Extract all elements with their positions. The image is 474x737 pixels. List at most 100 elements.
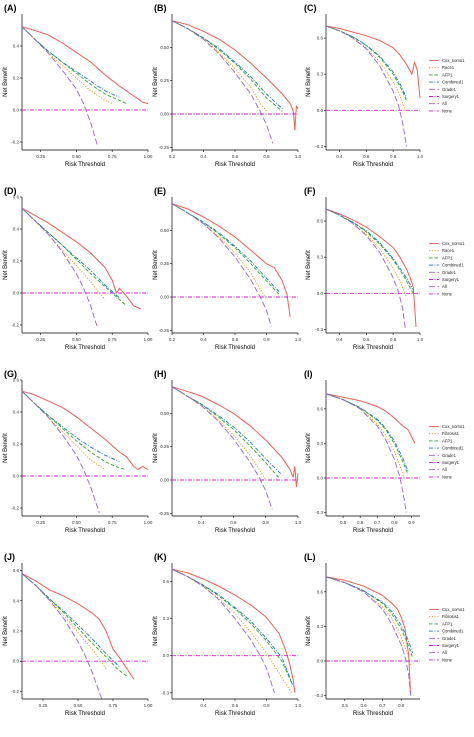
panel-label: (K) xyxy=(154,552,167,562)
series-line xyxy=(325,393,406,481)
x-tick-label: 0.4 xyxy=(200,703,207,708)
y-tick-label: -0.3 xyxy=(315,144,323,149)
y-tick-label: 0.6 xyxy=(13,195,20,200)
x-tick-label: 0.6 xyxy=(232,154,239,159)
y-axis-label: Net Benefit xyxy=(153,67,159,97)
legend-label: AFP1 xyxy=(442,255,453,260)
x-tick-label: 0.2 xyxy=(169,337,176,342)
x-tick-label: 0.50 xyxy=(74,703,83,708)
legend-label: None xyxy=(442,291,453,296)
panel-i: (I) 0.5 0.6 0.7 0.8 0.9 -0.3 0.0 0.3 0.6 Risk Thre… xyxy=(304,369,465,534)
series-line xyxy=(325,208,417,328)
y-tick-label: 0.0 xyxy=(13,108,20,113)
y-axis-label: Net Benefit xyxy=(3,616,9,646)
x-axis-label: Risk Threshold xyxy=(353,345,393,351)
x-tick-label: 1.00 xyxy=(144,703,153,708)
x-tick-label: 0.4 xyxy=(198,520,205,525)
series-line xyxy=(325,393,416,444)
x-tick-label: 0.7 xyxy=(374,520,381,525)
y-tick-label: 0.4 xyxy=(13,410,20,415)
x-tick-label: 0.4 xyxy=(336,154,343,159)
legend-label: Grade1 xyxy=(442,270,457,275)
y-tick-label: 0.00 xyxy=(160,295,169,300)
y-tick-label: 0.2 xyxy=(13,76,20,81)
x-tick-label: 0.25 xyxy=(36,154,45,159)
series-line xyxy=(21,573,135,680)
legend-label: AFP1 xyxy=(442,621,453,626)
x-axis-label: Risk Threshold xyxy=(215,345,255,351)
series-line xyxy=(21,26,113,105)
x-axis-label: Risk Threshold xyxy=(65,162,105,168)
panel-d: (D) 0.25 0.50 0.75 1.00 -0.2 0.0 0.2 0.4 0.6 Risk … xyxy=(3,186,153,351)
x-axis-label: Risk Threshold xyxy=(353,528,393,534)
y-tick-label: 0.0 xyxy=(317,475,324,480)
series-line xyxy=(171,20,299,131)
x-tick-label: 1.0 xyxy=(295,703,302,708)
y-tick-label: -0.25 xyxy=(159,145,170,150)
series-line xyxy=(21,207,120,299)
legend-label: All xyxy=(442,101,447,106)
series-line xyxy=(21,390,100,513)
y-tick-label: 0.3 xyxy=(317,72,324,77)
y-tick-label: 0.4 xyxy=(13,598,20,603)
y-tick-label: 0.0 xyxy=(13,291,20,296)
y-axis-label: Net Benefit xyxy=(306,433,312,463)
y-tick-label: 0.6 xyxy=(317,589,324,594)
x-tick-label: 0.8 xyxy=(263,154,270,159)
x-tick-label: 0.4 xyxy=(200,154,207,159)
series-line xyxy=(21,573,103,700)
series-line xyxy=(325,576,412,696)
legend-label: Grade1 xyxy=(442,636,457,641)
panel-f: (F) 0.4 0.6 0.8 1.0 -0.3 0.0 0.3 0.6 Risk Thresho… xyxy=(304,186,465,351)
legend-label: None xyxy=(442,108,453,113)
y-tick-label: 0.2 xyxy=(13,629,20,634)
y-axis-label: Net Benefit xyxy=(3,250,9,280)
panel-label: (I) xyxy=(304,369,313,379)
series-line xyxy=(325,208,408,298)
x-tick-label: 0.25 xyxy=(36,520,45,525)
legend-label: Cox_nomo1 xyxy=(442,424,465,429)
series-line xyxy=(21,26,127,105)
y-axis-label: Net Benefit xyxy=(153,250,159,280)
series-line xyxy=(171,20,283,112)
legend-label: Combined1 xyxy=(442,629,464,634)
series-line xyxy=(171,568,294,687)
y-tick-label: 0.3 xyxy=(317,255,324,260)
series-line xyxy=(171,568,293,694)
x-tick-label: 0.7 xyxy=(379,703,386,708)
y-tick-label: 0.0 xyxy=(163,653,170,658)
x-tick-label: 0.8 xyxy=(391,520,398,525)
y-tick-label: -0.3 xyxy=(315,327,323,332)
x-tick-label: 0.50 xyxy=(72,337,81,342)
panel-j: (J) 0.25 0.50 0.75 1.00 -0.2 0.0 0.2 0.4 0.6 Risk … xyxy=(3,552,153,717)
panel-label: (B) xyxy=(154,3,167,13)
panel-a: (A) 0.25 0.50 0.75 1.00 -0.2 0.0 0.2 0.4 Risk Thr… xyxy=(3,3,153,168)
x-tick-label: 0.50 xyxy=(72,520,81,525)
x-axis-label: Risk Threshold xyxy=(215,528,255,534)
series-line xyxy=(325,25,408,147)
legend-label: Grade1 xyxy=(442,87,457,92)
series-line xyxy=(325,25,408,101)
y-tick-label: 0.6 xyxy=(317,406,324,411)
x-tick-label: 0.6 xyxy=(232,703,239,708)
y-tick-label: -0.2 xyxy=(11,506,19,511)
x-tick-label: 1.00 xyxy=(144,520,153,525)
y-tick-label: 0.4 xyxy=(13,227,20,232)
series-line xyxy=(171,20,283,110)
panel-l: (L) 0.5 0.6 0.7 0.8 -0.3 0.0 0.3 0.6 Risk Thresho… xyxy=(304,552,465,717)
panel-label: (C) xyxy=(304,3,317,13)
panel-label: (G) xyxy=(4,369,17,379)
x-tick-label: 0.25 xyxy=(39,703,48,708)
series-line xyxy=(325,576,412,666)
legend-label: Grade1 xyxy=(442,453,457,458)
x-tick-label: 1.00 xyxy=(144,154,153,159)
legend-label: Race1 xyxy=(442,248,455,253)
x-tick-label: 0.6 xyxy=(363,337,370,342)
legend-label: All xyxy=(442,467,447,472)
panel-label: (F) xyxy=(304,186,316,196)
x-tick-label: 0.4 xyxy=(200,337,207,342)
series-line xyxy=(325,576,412,696)
x-axis-label: Risk Threshold xyxy=(215,711,255,717)
legend-label: Fibrosis1 xyxy=(442,614,460,619)
